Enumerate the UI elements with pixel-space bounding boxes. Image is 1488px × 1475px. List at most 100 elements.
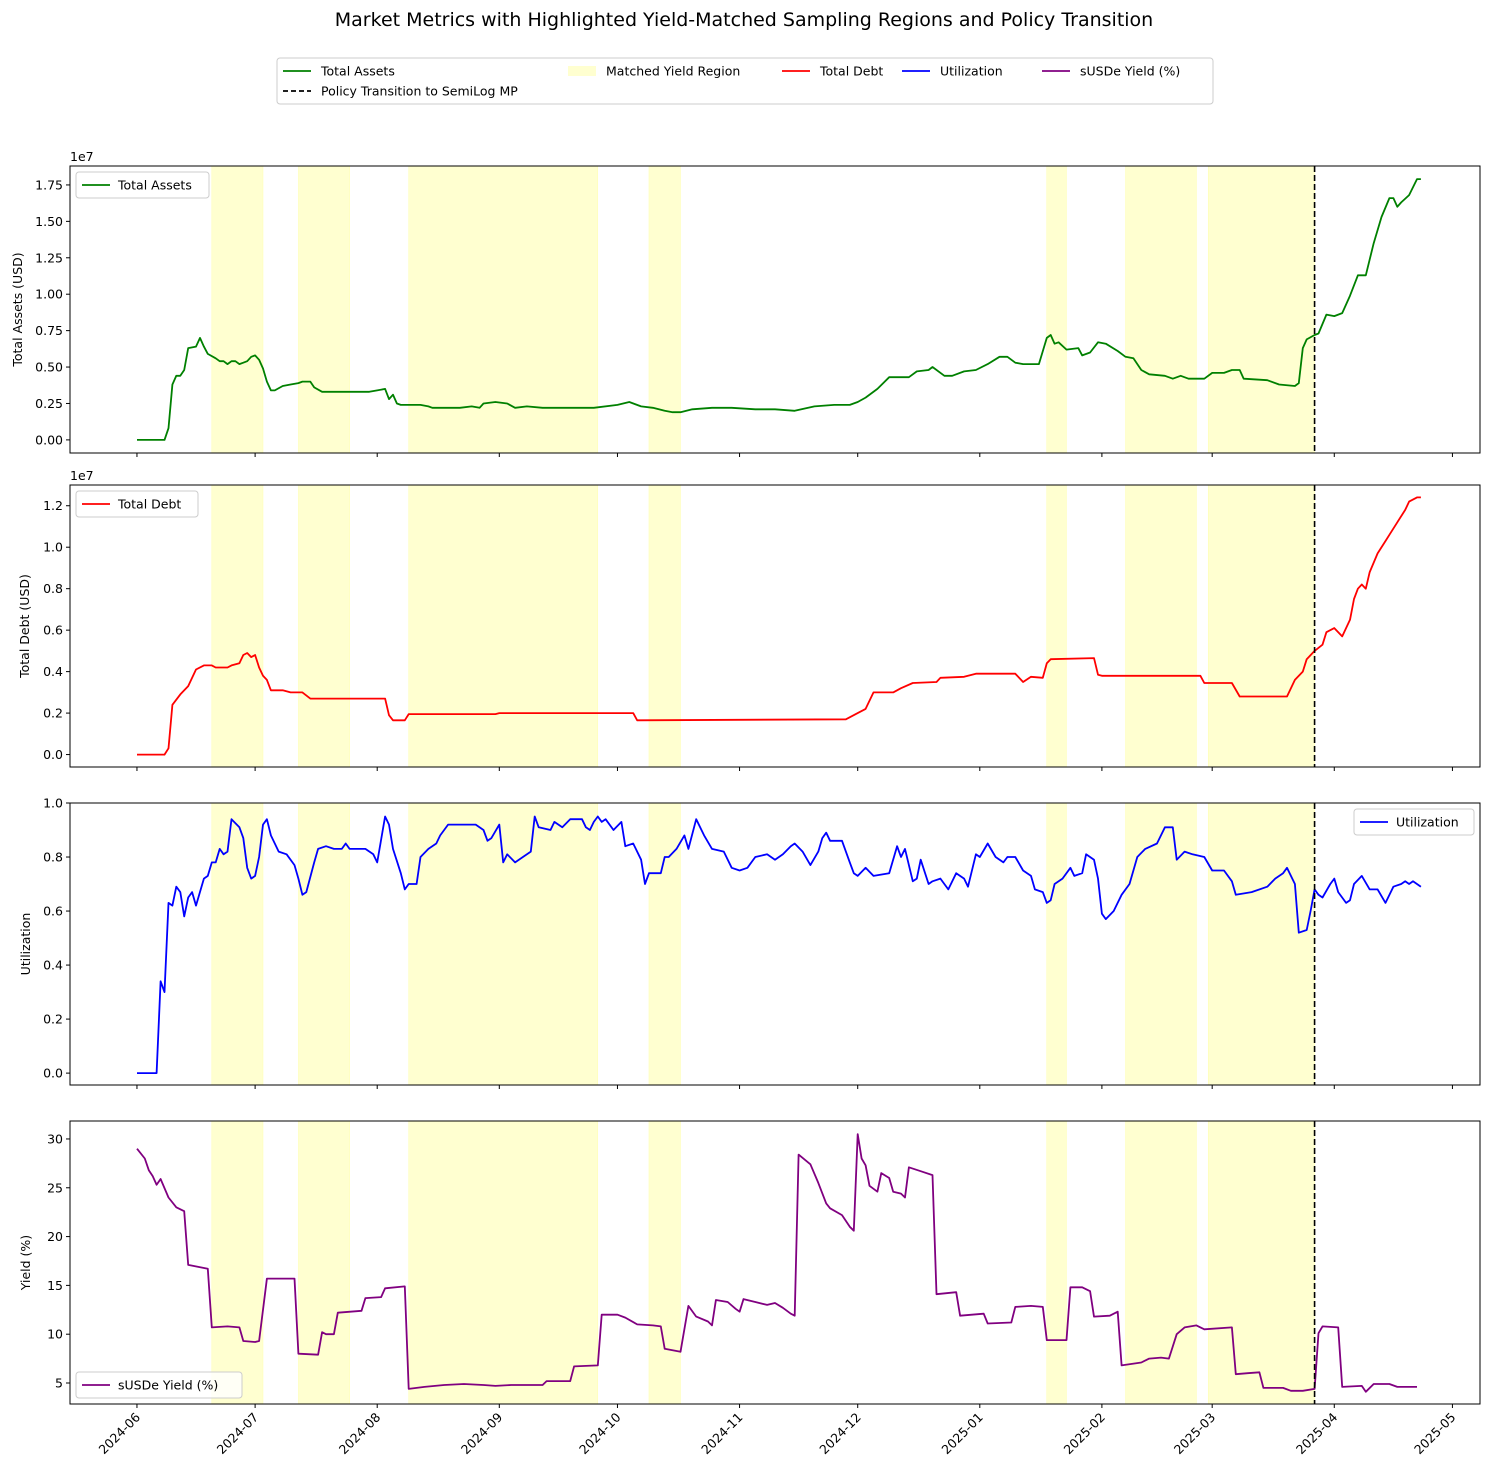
offset-text: 1e7 <box>70 468 94 483</box>
legend-label: Matched Yield Region <box>606 64 740 79</box>
y-tick-label: 0.4 <box>43 664 63 679</box>
axes-frame <box>69 484 1481 768</box>
x-tick-label: 2025-04 <box>1293 1409 1341 1457</box>
y-tick-label: 1.00 <box>35 287 63 302</box>
legend-label: Total Debt <box>117 497 181 512</box>
y-tick-label: 25 <box>47 1180 63 1195</box>
y-tick-label: 0.8 <box>43 850 63 865</box>
highlight-region <box>1046 484 1067 768</box>
y-tick-label: 0.2 <box>43 1012 63 1027</box>
y-tick-label: 0.0 <box>43 1066 63 1081</box>
highlight-region <box>298 1120 350 1405</box>
legend-box <box>75 171 210 199</box>
x-tick-label: 2025-01 <box>938 1410 986 1458</box>
legend-matched-yield-region: Matched Yield Region <box>568 64 740 79</box>
x-tick-label: 2025-05 <box>1411 1410 1459 1458</box>
highlight-region <box>1207 165 1315 454</box>
y-tick-label: 1.50 <box>35 214 63 229</box>
yield-line <box>136 1133 1417 1393</box>
highlight-region <box>1046 165 1067 454</box>
highlight-region <box>211 802 264 1086</box>
highlight-region <box>1125 1120 1197 1405</box>
y-tick-label: 0.25 <box>35 396 63 411</box>
y-axis-label: Yield (%) <box>18 1235 33 1291</box>
x-tick-label: 2024-07 <box>214 1410 262 1458</box>
legend-susde-yield: sUSDe Yield (%) <box>1042 64 1180 79</box>
x-tick-label: 2024-08 <box>336 1409 384 1457</box>
y-tick-label: 0.6 <box>43 904 63 919</box>
offset-text: 1e7 <box>70 149 94 164</box>
legend-box <box>276 57 1214 105</box>
subplot-yield: 5 10 15 20 25 30 2024-06 2024-07 2024-08 2024-09 2… <box>18 1120 1481 1458</box>
y-tick-label: 0.2 <box>43 706 63 721</box>
subplot-debt: 0.0 0.2 0.4 0.6 0.8 1.0 1.2 Total Debt (USD) 1e7… <box>17 468 1481 771</box>
legend-label: Total Debt <box>819 64 883 79</box>
highlight-region <box>408 1120 599 1405</box>
y-tick-label: 1.2 <box>43 498 63 513</box>
highlight-region <box>408 165 599 454</box>
subplot-assets: 0.00 0.25 0.50 0.75 1.00 1.25 1.50 1.75 Total As… <box>10 149 1481 457</box>
x-tick-label: 2025-03 <box>1171 1410 1219 1458</box>
highlight-region <box>211 165 264 454</box>
highlight-region <box>298 802 350 1086</box>
x-tick-label: 2024-12 <box>816 1410 864 1458</box>
legend-box <box>1353 808 1475 836</box>
highlight-region <box>648 1120 681 1405</box>
legend-swatch <box>568 66 596 76</box>
y-tick-label: 0.50 <box>35 360 63 375</box>
y-tick-label: 0.0 <box>43 747 63 762</box>
subplot-legend: sUSDe Yield (%) <box>75 1371 243 1399</box>
axes-frame <box>69 1120 1481 1405</box>
legend-label: sUSDe Yield (%) <box>118 1378 218 1393</box>
y-tick-label: 5 <box>55 1376 63 1391</box>
y-tick-label: 1.25 <box>35 250 63 265</box>
y-tick-label: 0.00 <box>35 432 63 447</box>
y-tick-label: 0.8 <box>43 581 63 596</box>
legend-label: Policy Transition to SemiLog MP <box>321 84 518 99</box>
y-tick-label: 0.4 <box>43 958 63 973</box>
legend-label: Utilization <box>1396 815 1459 830</box>
subplot-legend: Utilization <box>1353 808 1475 836</box>
highlight-region <box>211 1120 264 1405</box>
axes-frame <box>69 802 1481 1086</box>
utilization-line <box>137 815 1422 1074</box>
legend-label: Utilization <box>940 64 1003 79</box>
legend-box <box>75 490 199 518</box>
y-tick-label: 1.0 <box>43 796 63 811</box>
axes-frame <box>69 165 1481 454</box>
highlight-region <box>1207 484 1315 768</box>
subplot-legend: Total Assets <box>75 171 210 199</box>
subplot-legend: Total Debt <box>75 490 199 518</box>
legend-label: Total Assets <box>320 64 395 79</box>
figure-legend: Total Assets Policy Transition to SemiLog… <box>276 57 1214 105</box>
x-tick-label: 2024-11 <box>698 1410 746 1458</box>
y-tick-label: 10 <box>47 1327 63 1342</box>
chart-title: Market Metrics with Highlighted Yield-Ma… <box>335 9 1153 31</box>
highlight-region <box>648 484 681 768</box>
highlight-region <box>211 484 264 768</box>
legend-box <box>75 1371 243 1399</box>
x-tick-label: 2024-06 <box>96 1409 144 1457</box>
highlight-region <box>1125 802 1197 1086</box>
highlight-region <box>298 484 350 768</box>
legend-label: sUSDe Yield (%) <box>1080 64 1180 79</box>
y-tick-label: 0.75 <box>35 323 63 338</box>
highlight-region <box>298 165 350 454</box>
x-tick-label: 2024-10 <box>576 1409 624 1457</box>
legend-policy-transition: Policy Transition to SemiLog MP <box>283 84 518 99</box>
highlight-region <box>1207 1120 1315 1405</box>
y-axis-label: Total Assets (USD) <box>10 252 25 367</box>
highlight-region <box>408 484 599 768</box>
y-axis-label: Total Debt (USD) <box>17 574 32 679</box>
y-tick-label: 1.75 <box>35 177 63 192</box>
highlight-region <box>648 802 681 1086</box>
subplot-utilization: 0.0 0.2 0.4 0.6 0.8 1.0 Utilization Utilization <box>18 796 1481 1089</box>
y-tick-label: 0.6 <box>43 623 63 638</box>
legend-utilization: Utilization <box>902 64 1003 79</box>
debt-line <box>137 496 1421 756</box>
highlight-region <box>1125 484 1197 768</box>
y-tick-label: 15 <box>47 1278 63 1293</box>
legend-total-debt: Total Debt <box>782 64 883 79</box>
